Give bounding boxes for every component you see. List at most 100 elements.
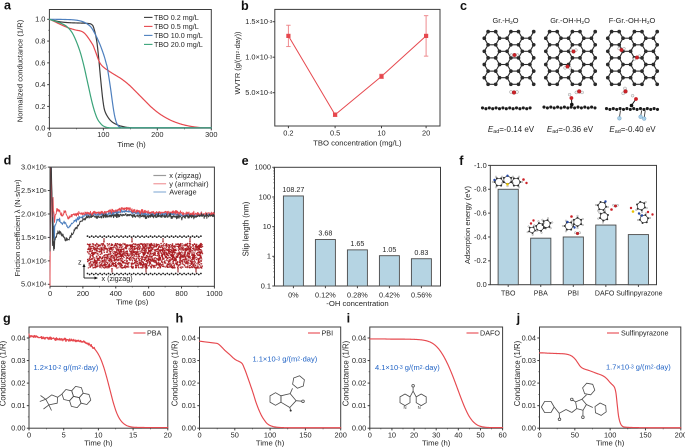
svg-text:0.0: 0.0 — [477, 280, 487, 289]
svg-text:150: 150 — [639, 431, 651, 440]
svg-text:0.01: 0.01 — [352, 401, 366, 410]
svg-text:Sulfinpyrazone: Sulfinpyrazone — [621, 329, 669, 338]
svg-text:20: 20 — [164, 431, 172, 440]
svg-text:1.5×105: 1.5×105 — [21, 233, 47, 242]
svg-text:0.00: 0.00 — [352, 424, 366, 433]
svg-text:100: 100 — [264, 431, 276, 440]
svg-text:Time (h): Time (h) — [596, 438, 625, 447]
svg-text:1.05: 1.05 — [382, 245, 396, 254]
svg-text:0.5: 0.5 — [330, 129, 340, 138]
svg-text:N: N — [403, 405, 406, 410]
svg-text:300: 300 — [205, 130, 217, 139]
svg-text:1.5×10-3: 1.5×10-3 — [245, 17, 272, 26]
svg-text:1.1×10-3 g/(m2·day): 1.1×10-3 g/(m2·day) — [253, 355, 318, 364]
svg-text:x (zigzag): x (zigzag) — [102, 274, 133, 283]
svg-text:200: 200 — [335, 431, 347, 440]
svg-text:2.5×105: 2.5×105 — [21, 186, 47, 195]
svg-text:F-Gr.-OH-H2O: F-Gr.-OH-H2O — [609, 16, 656, 26]
svg-text:5.0×104: 5.0×104 — [21, 280, 47, 289]
svg-text:x (zigzag): x (zigzag) — [169, 171, 201, 180]
svg-text:0.00: 0.00 — [522, 424, 536, 433]
svg-text:Conductance (1/R): Conductance (1/R) — [513, 340, 522, 406]
svg-text:TBO 10.0 mg/L: TBO 10.0 mg/L — [154, 31, 203, 40]
svg-text:1.0×105: 1.0×105 — [21, 256, 47, 265]
svg-text:WVTR (g/(m2·day)): WVTR (g/(m2·day)) — [233, 31, 242, 94]
svg-text:PBI: PBI — [322, 329, 334, 338]
svg-text:Time (h): Time (h) — [256, 438, 285, 447]
svg-text:TBO 0.2 mg/L: TBO 0.2 mg/L — [154, 13, 199, 22]
svg-text:600: 600 — [142, 289, 154, 298]
svg-text:Conductance (1/R): Conductance (1/R) — [342, 340, 351, 406]
svg-text:0.56%: 0.56% — [411, 290, 432, 299]
svg-text:0.03: 0.03 — [522, 356, 536, 365]
svg-text:TBO concentration (mg/L): TBO concentration (mg/L) — [313, 139, 402, 148]
svg-text:j: j — [516, 311, 521, 325]
svg-text:0.12%: 0.12% — [315, 290, 336, 299]
svg-text:Time (h): Time (h) — [117, 140, 146, 149]
svg-text:Friction coefficient λ (N·s/m3: Friction coefficient λ (N·s/m3) — [13, 179, 22, 277]
svg-text:50: 50 — [231, 431, 239, 440]
svg-text:Time (ps): Time (ps) — [116, 298, 149, 307]
svg-text:0.01: 0.01 — [11, 401, 25, 410]
svg-text:1000: 1000 — [255, 163, 271, 172]
svg-text:-1.0: -1.0 — [474, 161, 487, 170]
svg-text:20: 20 — [422, 129, 430, 138]
svg-text:0.04: 0.04 — [352, 333, 366, 342]
svg-text:100: 100 — [604, 431, 616, 440]
svg-text:1.0×10-3: 1.0×10-3 — [245, 53, 272, 62]
svg-text:-0.4: -0.4 — [474, 232, 487, 241]
svg-text:Normalized conductance (1/R): Normalized conductance (1/R) — [16, 19, 25, 122]
svg-text:g: g — [3, 311, 11, 325]
svg-text:0.01: 0.01 — [522, 401, 536, 410]
svg-text:0.6: 0.6 — [35, 58, 45, 67]
svg-text:0.01: 0.01 — [182, 401, 196, 410]
svg-text:0.00: 0.00 — [11, 424, 25, 433]
svg-text:0.02: 0.02 — [522, 379, 536, 388]
svg-text:-OH concentration: -OH concentration — [326, 299, 388, 308]
svg-text:e: e — [242, 154, 249, 168]
svg-text:10: 10 — [388, 431, 396, 440]
svg-text:y (armchair): y (armchair) — [169, 179, 208, 188]
svg-text:Ead=-0.14 eV: Ead=-0.14 eV — [488, 125, 535, 135]
svg-text:Gr.-H2O: Gr.-H2O — [492, 16, 518, 26]
svg-text:PBA: PBA — [147, 329, 162, 338]
svg-text:0.03: 0.03 — [11, 356, 25, 365]
svg-text:10: 10 — [263, 222, 271, 231]
svg-text:0.02: 0.02 — [11, 379, 25, 388]
svg-text:2.0×105: 2.0×105 — [21, 209, 47, 218]
svg-text:800: 800 — [175, 289, 187, 298]
svg-text:200: 200 — [77, 289, 89, 298]
svg-text:0.02: 0.02 — [182, 379, 196, 388]
svg-text:15: 15 — [129, 431, 137, 440]
svg-text:108.27: 108.27 — [282, 185, 304, 194]
svg-text:Time (h): Time (h) — [84, 438, 113, 447]
svg-text:1.2×10-2 g/(m2·day): 1.2×10-2 g/(m2·day) — [34, 363, 99, 372]
svg-text:40: 40 — [454, 431, 462, 440]
svg-text:0.03: 0.03 — [352, 356, 366, 365]
svg-text:0: 0 — [48, 289, 52, 298]
svg-text:0.04: 0.04 — [11, 333, 25, 342]
svg-text:0.00: 0.00 — [182, 424, 196, 433]
svg-text:60: 60 — [498, 431, 506, 440]
svg-text:0%: 0% — [288, 290, 299, 299]
svg-text:5.0×10-4: 5.0×10-4 — [245, 88, 272, 97]
svg-text:3.0×105: 3.0×105 — [21, 163, 47, 172]
svg-text:10: 10 — [94, 431, 102, 440]
svg-text:0.03: 0.03 — [182, 356, 196, 365]
svg-text:b: b — [241, 0, 249, 13]
svg-text:Average: Average — [169, 188, 196, 197]
svg-text:0.8: 0.8 — [35, 36, 45, 45]
svg-text:50: 50 — [476, 431, 484, 440]
svg-text:0.04: 0.04 — [522, 333, 536, 342]
svg-text:5: 5 — [62, 431, 66, 440]
svg-text:0: 0 — [27, 431, 31, 440]
svg-text:1: 1 — [267, 252, 271, 261]
svg-text:0.42%: 0.42% — [379, 290, 400, 299]
svg-text:TBO 0.5 mg/L: TBO 0.5 mg/L — [154, 22, 199, 31]
svg-text:Gr.-OH-H2O: Gr.-OH-H2O — [550, 16, 590, 26]
svg-text:Ead=-0.36 eV: Ead=-0.36 eV — [547, 125, 594, 135]
svg-text:TBO 20.0 mg/L: TBO 20.0 mg/L — [154, 40, 203, 49]
svg-text:50: 50 — [571, 431, 579, 440]
svg-text:100: 100 — [259, 192, 271, 201]
svg-text:0.2: 0.2 — [283, 129, 293, 138]
